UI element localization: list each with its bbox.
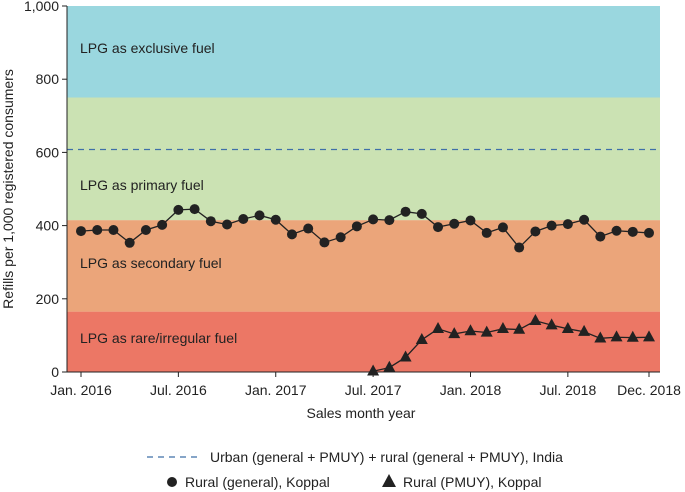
point-rural-pmuy-koppal	[415, 332, 428, 344]
x-tick-label: Jul. 2018	[539, 382, 596, 398]
band-label-lpg-as-rare-irregular-fuel: LPG as rare/irregular fuel	[80, 330, 237, 346]
point-rural-pmuy-koppal	[448, 327, 461, 339]
point-rural-pmuy-koppal	[464, 324, 477, 336]
point-rural-pmuy-koppal	[561, 321, 574, 333]
point-rural-pmuy-koppal	[432, 321, 445, 333]
y-axis-title: Refills per 1,000 registered consumers	[0, 69, 16, 309]
point-rural-general-koppal	[627, 226, 638, 237]
point-rural-pmuy-koppal	[513, 322, 526, 334]
band-label-lpg-as-secondary-fuel: LPG as secondary fuel	[80, 255, 222, 271]
axes: 0 200 400 600 800 1,000 Jan. 2016 Jul. 2016 Jan.…	[24, 0, 681, 398]
y-tick-label: 0	[51, 364, 59, 380]
band-lpg-as-exclusive-fuel	[67, 6, 660, 98]
point-rural-general-koppal	[497, 222, 508, 233]
point-rural-general-koppal	[335, 232, 346, 243]
point-rural-pmuy-koppal	[529, 313, 542, 325]
series-layer	[76, 204, 655, 376]
legend-circle-marker	[167, 477, 177, 487]
point-rural-general-koppal	[319, 237, 330, 248]
point-rural-general-koppal	[140, 224, 151, 235]
point-rural-general-koppal	[173, 204, 184, 215]
point-rural-general-koppal	[384, 215, 395, 226]
point-rural-general-koppal	[416, 208, 427, 219]
point-rural-general-koppal	[562, 219, 573, 230]
band-lpg-as-secondary-fuel	[67, 220, 660, 312]
point-rural-general-koppal	[530, 226, 541, 237]
point-rural-pmuy-koppal	[643, 330, 655, 342]
legend-label-reference: Urban (general + PMUY) + rural (general …	[210, 449, 563, 465]
x-tick-label: Dec. 2018	[617, 382, 681, 398]
point-rural-general-koppal	[611, 225, 622, 236]
point-rural-pmuy-koppal	[496, 321, 509, 333]
point-rural-general-koppal	[644, 227, 654, 238]
background-bands	[67, 6, 660, 372]
y-tick-label: 400	[36, 218, 60, 234]
point-rural-general-koppal	[351, 221, 362, 232]
point-rural-general-koppal	[433, 222, 444, 233]
band-label-lpg-as-primary-fuel: LPG as primary fuel	[80, 177, 204, 193]
legend-label-rural-pmuy: Rural (PMUY), Koppal	[403, 474, 542, 490]
point-rural-pmuy-koppal	[626, 330, 639, 342]
legend-triangle-marker	[382, 474, 396, 487]
x-tick-label: Jan. 2018	[440, 382, 502, 398]
x-tick-label: Jul. 2017	[345, 382, 402, 398]
legend-label-rural-general: Rural (general), Koppal	[185, 474, 330, 490]
point-rural-general-koppal	[254, 210, 265, 221]
point-rural-pmuy-koppal	[545, 318, 558, 330]
y-tick-label: 1,000	[24, 0, 59, 14]
point-rural-general-koppal	[92, 224, 103, 235]
point-rural-pmuy-koppal	[399, 350, 412, 362]
point-rural-pmuy-koppal	[480, 325, 493, 337]
point-rural-general-koppal	[222, 219, 233, 230]
point-rural-pmuy-koppal	[610, 330, 623, 342]
point-rural-general-koppal	[270, 214, 281, 225]
point-rural-pmuy-koppal	[383, 360, 396, 372]
y-tick-label: 600	[36, 144, 60, 160]
point-rural-general-koppal	[368, 214, 379, 225]
band-lpg-as-rare-irregular-fuel	[67, 311, 660, 372]
point-rural-general-koppal	[238, 214, 249, 225]
point-rural-pmuy-koppal	[594, 331, 607, 343]
band-labels: LPG as rare/irregular fuel LPG as seconda…	[80, 40, 237, 346]
point-rural-general-koppal	[303, 223, 314, 234]
x-tick-label: Jan. 2016	[50, 382, 112, 398]
point-rural-general-koppal	[76, 226, 86, 237]
x-tick-label: Jan. 2017	[245, 382, 307, 398]
point-rural-general-koppal	[124, 237, 135, 248]
point-rural-general-koppal	[481, 227, 492, 238]
point-rural-general-koppal	[286, 229, 297, 240]
y-tick-label: 200	[36, 291, 60, 307]
x-tick-label: Jul. 2016	[150, 382, 207, 398]
point-rural-general-koppal	[400, 206, 411, 217]
point-rural-general-koppal	[108, 224, 119, 235]
point-rural-pmuy-koppal	[367, 364, 380, 376]
band-label-lpg-as-exclusive-fuel: LPG as exclusive fuel	[80, 40, 215, 56]
point-rural-general-koppal	[189, 204, 200, 215]
point-rural-general-koppal	[449, 218, 460, 229]
point-rural-general-koppal	[579, 214, 590, 225]
y-tick-label: 800	[36, 71, 60, 87]
point-rural-general-koppal	[546, 220, 557, 231]
band-lpg-as-primary-fuel	[67, 97, 660, 221]
point-rural-general-koppal	[595, 231, 606, 242]
x-axis-title: Sales month year	[307, 405, 416, 421]
point-rural-general-koppal	[465, 215, 476, 226]
point-rural-pmuy-koppal	[578, 324, 591, 336]
point-rural-general-koppal	[157, 219, 168, 230]
legend: Urban (general + PMUY) + rural (general …	[147, 449, 563, 490]
point-rural-general-koppal	[514, 242, 525, 253]
point-rural-general-koppal	[205, 216, 216, 227]
